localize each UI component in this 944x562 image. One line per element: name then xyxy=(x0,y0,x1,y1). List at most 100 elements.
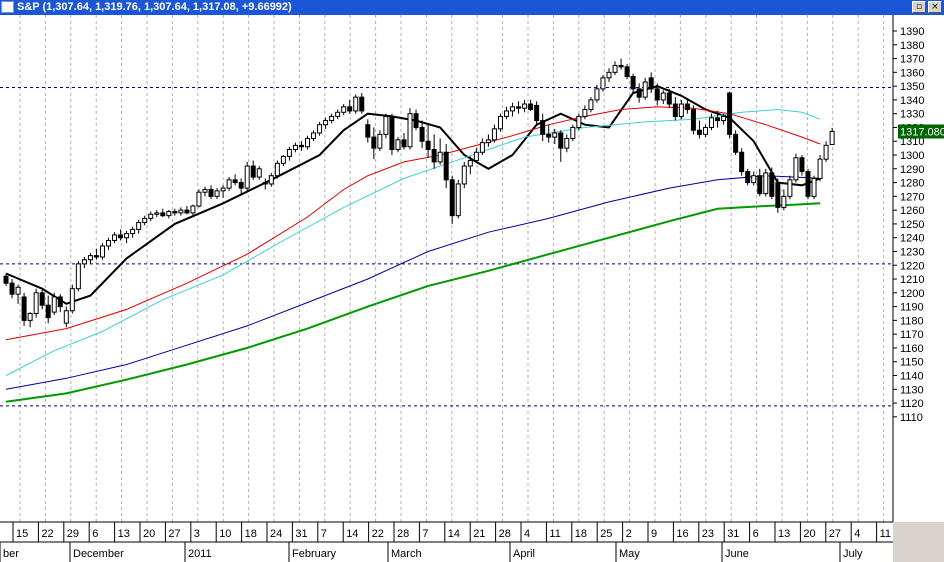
horizontal-levels xyxy=(0,86,893,407)
candle xyxy=(148,211,154,222)
candle xyxy=(516,101,522,114)
price-tick-label: 1270 xyxy=(900,191,924,203)
price-tick-label: 1200 xyxy=(900,288,924,300)
candle xyxy=(503,106,509,120)
day-tick-label: 13 xyxy=(118,528,130,540)
candle xyxy=(377,130,383,151)
candle xyxy=(136,219,142,234)
candle xyxy=(262,178,268,190)
candle xyxy=(93,248,99,260)
day-tick-label: 16 xyxy=(676,528,688,540)
day-tick-label: 4 xyxy=(854,528,860,540)
candle xyxy=(112,232,118,244)
day-tick-label: 28 xyxy=(499,528,511,540)
price-tick-label: 1110 xyxy=(900,412,923,424)
candle xyxy=(69,284,75,314)
price-tick-label: 1230 xyxy=(900,246,924,258)
candle xyxy=(280,155,286,167)
day-tick-label: 20 xyxy=(803,528,815,540)
price-tick-label: 1220 xyxy=(900,260,924,272)
candle xyxy=(630,73,636,94)
candle xyxy=(3,273,9,286)
day-tick-label: 2 xyxy=(626,528,632,540)
price-tick-label: 1120 xyxy=(900,398,924,410)
candle xyxy=(184,206,190,215)
app-icon xyxy=(1,1,14,13)
candle xyxy=(154,210,160,218)
month-tick-label: June xyxy=(725,548,749,560)
candle xyxy=(274,160,280,179)
candle xyxy=(166,210,172,219)
candle xyxy=(232,174,238,186)
candle xyxy=(437,138,443,165)
candle xyxy=(335,109,341,120)
price-tick-label: 1360 xyxy=(900,67,924,79)
candle xyxy=(467,156,473,175)
price-tick-label: 1350 xyxy=(900,81,924,93)
day-tick-label: 6 xyxy=(92,528,98,540)
day-tick-label: 10 xyxy=(219,528,231,540)
price-tick-label: 1250 xyxy=(900,219,924,231)
candle xyxy=(534,101,540,125)
day-tick-label: 27 xyxy=(168,528,180,540)
candle xyxy=(588,97,594,113)
candle xyxy=(305,135,310,150)
candle xyxy=(383,113,389,139)
candle xyxy=(600,75,606,92)
candle xyxy=(106,237,112,251)
candle xyxy=(425,124,431,158)
price-tick-label: 1310 xyxy=(900,136,924,148)
candle xyxy=(87,252,93,264)
candle xyxy=(226,177,232,191)
price-tick-label: 1160 xyxy=(900,343,924,355)
candle xyxy=(33,288,39,318)
candle xyxy=(371,127,377,160)
price-tick-label: 1240 xyxy=(900,233,924,245)
month-tick-label: February xyxy=(292,548,337,560)
ma-cyan-line xyxy=(5,108,821,376)
month-tick-label: July xyxy=(843,548,863,560)
price-tick-label: 1180 xyxy=(900,315,924,327)
close-button[interactable]: × xyxy=(928,1,942,13)
price-axis-bg xyxy=(893,15,944,522)
candle xyxy=(709,113,715,131)
candle xyxy=(660,90,666,105)
candle xyxy=(389,113,395,156)
candle xyxy=(775,178,781,213)
day-tick-label: 18 xyxy=(245,528,257,540)
candle xyxy=(721,113,727,125)
day-tick-label: 18 xyxy=(575,528,587,540)
candle xyxy=(787,175,793,200)
candle xyxy=(413,109,419,131)
day-tick-label: 15 xyxy=(16,528,28,540)
candle xyxy=(823,141,829,162)
candle xyxy=(190,204,196,216)
candle xyxy=(311,130,317,142)
candle xyxy=(39,288,45,310)
candle xyxy=(347,99,353,114)
candle xyxy=(202,186,208,197)
candle xyxy=(757,168,763,197)
candle xyxy=(124,230,130,244)
candle xyxy=(552,128,558,144)
candle xyxy=(395,137,401,153)
candle xyxy=(769,167,775,200)
day-tick-label: 6 xyxy=(753,528,759,540)
price-tick-label: 1340 xyxy=(900,95,924,107)
candle xyxy=(160,208,166,218)
day-tick-label: 7 xyxy=(422,528,428,540)
month-tick-label: 2011 xyxy=(188,548,212,560)
day-tick-label: 31 xyxy=(295,528,307,540)
candle xyxy=(733,130,739,156)
candle xyxy=(781,189,787,211)
candle xyxy=(811,175,817,200)
restore-button[interactable]: ▫ xyxy=(912,1,926,13)
candle xyxy=(45,295,51,324)
candle xyxy=(286,146,292,161)
candle xyxy=(329,113,335,124)
price-tick-label: 1390 xyxy=(900,26,924,38)
candle xyxy=(570,124,576,142)
candles xyxy=(3,58,835,328)
candle xyxy=(220,185,226,198)
